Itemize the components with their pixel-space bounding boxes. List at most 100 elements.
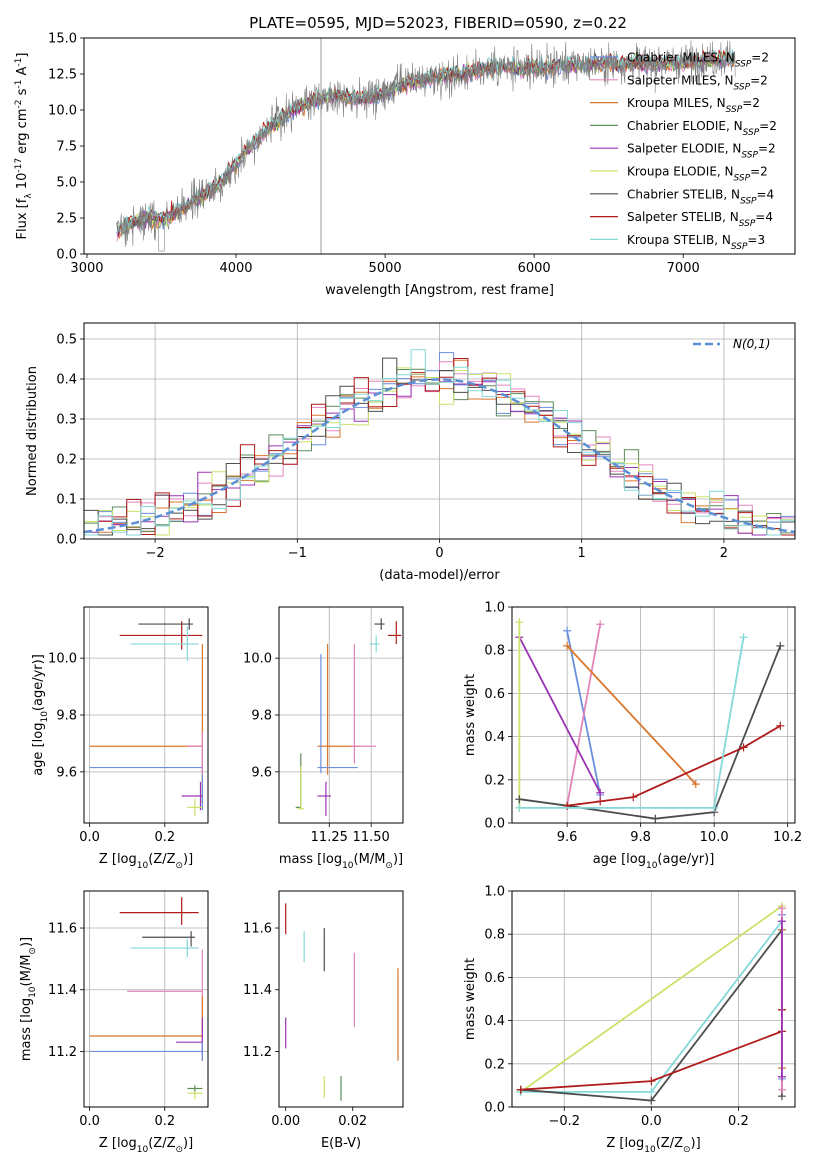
errorbar-point	[295, 753, 302, 808]
line-plot-area	[516, 902, 786, 1105]
y-tick-label: 0.2	[484, 773, 505, 788]
y-tick-label: 10.0	[48, 652, 77, 667]
x-axis-label: E(B-V)	[321, 1136, 361, 1151]
series-marker	[777, 917, 786, 926]
y-tick-label: 11.6	[48, 922, 77, 937]
series-marker	[651, 814, 660, 823]
x-tick-label: 0.0	[79, 830, 100, 845]
y-tick-label: 10.0	[48, 104, 77, 119]
series-marker	[776, 721, 785, 730]
legend-label: Kroupa ELODIE, NSSP=2	[627, 165, 768, 184]
series-line	[566, 624, 602, 806]
series-marker	[777, 1085, 786, 1094]
x-tick-label: −1	[288, 546, 307, 561]
y-tick-label: 0.1	[56, 493, 77, 508]
legend-label: Kroupa MILES, NSSP=2	[627, 96, 760, 115]
panel-mass-vs-Z: 0.0 0.2 11.2 11.4 11.6 Z [log10(Z/Z⊙)] mass [l…	[19, 890, 209, 1155]
series-marker	[516, 1085, 525, 1094]
errorbar-point	[187, 798, 203, 816]
y-tick-label: 0.8	[484, 928, 505, 943]
y-axis-label: mass weight	[463, 674, 478, 756]
series-line	[520, 905, 783, 1093]
panel-residuals: −2 −1 0 1 2 0.0 0.1 0.2 0.3 0.4 0.5 (data-model)/er…	[25, 322, 796, 583]
y-axis-label: mass weight	[463, 958, 478, 1040]
series-marker	[515, 803, 524, 812]
series-line	[518, 636, 601, 794]
legend-label: Chabrier STELIB, NSSP=4	[627, 187, 774, 206]
errorbar-point	[351, 643, 377, 764]
x-tick-label: 9.6	[557, 830, 578, 845]
series-marker	[739, 743, 748, 752]
y-tick-label: 0.5	[56, 333, 77, 348]
errorbar-point	[387, 621, 402, 644]
axes-frame	[511, 606, 796, 824]
errorbar-point	[89, 750, 203, 811]
y-tick-label: 9.8	[56, 709, 77, 724]
y-tick-label: 11.6	[243, 922, 272, 937]
x-tick-label: 4000	[219, 261, 252, 276]
y-tick-label: 11.4	[243, 983, 272, 998]
errorbar-point	[187, 732, 203, 775]
y-tick-label: 0.0	[484, 1101, 505, 1116]
x-tick-label: 0.0	[641, 1114, 662, 1129]
data-spectrum-line	[116, 40, 736, 252]
y-tick-label: 9.8	[251, 709, 272, 724]
x-tick-label: 11.50	[353, 830, 390, 845]
series-marker	[563, 641, 572, 650]
legend-label: Chabrier MILES, NSSP=2	[627, 51, 769, 70]
x-tick-label: −0.2	[548, 1114, 580, 1129]
errorbar-point	[130, 626, 199, 661]
x-tick-label: 9.8	[630, 830, 651, 845]
y-axis-label: Flux [fλ 10-17 erg cm-2 s-1 A-1]	[14, 53, 34, 240]
series-marker	[710, 803, 719, 812]
x-tick-label: 0.2	[154, 1114, 175, 1129]
errorbar-point	[119, 621, 203, 650]
panel-age-vs-Z: 0.0 0.2 9.6 9.8 10.0 Z [log10(Z/Z⊙)] age [log1…	[31, 606, 209, 871]
legend-label: Salpeter ELODIE, NSSP=2	[627, 142, 776, 161]
legend-label: Salpeter STELIB, NSSP=4	[627, 210, 773, 229]
series-marker	[596, 797, 605, 806]
axes-frame	[278, 890, 404, 1108]
x-tick-label: 0.2	[154, 830, 175, 845]
series-marker	[515, 795, 524, 804]
y-tick-label: 0.3	[56, 413, 77, 428]
x-axis-label: mass [log10(M/M⊙)]	[279, 852, 403, 871]
axes-frame	[83, 606, 209, 824]
errorbar-point	[181, 781, 203, 811]
histogram-step	[84, 358, 795, 539]
x-tick-label: −2	[146, 546, 165, 561]
errorbar-plot-area	[89, 897, 203, 1100]
axes-frame	[278, 606, 404, 824]
y-tick-label: 0.2	[56, 453, 77, 468]
x-tick-label: 0.2	[728, 1114, 749, 1129]
histogram-plot-area	[84, 349, 795, 539]
normal-curve	[84, 378, 795, 534]
errorbar-point	[317, 653, 358, 774]
legend-label: Kroupa STELIB, NSSP=3	[627, 233, 765, 252]
errorbar-point	[142, 931, 195, 947]
series-marker	[691, 780, 700, 789]
panel-age-vs-mass: 11.25 11.50 9.6 9.8 10.0 mass [log10(M/M⊙)]	[243, 606, 404, 871]
spectrum-plot-area	[116, 38, 736, 254]
y-tick-label: 15.0	[48, 32, 77, 47]
y-tick-label: 7.5	[56, 140, 77, 155]
y-tick-label: 0.6	[484, 687, 505, 702]
y-tick-label: 2.5	[56, 212, 77, 227]
y-tick-label: 0.4	[484, 730, 505, 745]
y-tick-label: 1.0	[484, 885, 505, 900]
x-tick-label: 0	[435, 546, 443, 561]
series-marker	[777, 904, 786, 913]
errorbar-plot-area	[295, 618, 402, 816]
x-tick-label: 3000	[70, 261, 103, 276]
y-tick-label: 11.4	[48, 983, 77, 998]
series-marker	[776, 641, 785, 650]
series-marker	[596, 620, 605, 629]
legend-label: N(0,1)	[733, 337, 770, 351]
panel-massweight-vs-age: 9.6 9.8 10.0 10.2 0.0 0.2 0.4 0.6 0.8 1.0 age [log…	[463, 601, 802, 872]
y-axis-label: Normed distribution	[25, 366, 40, 496]
x-tick-label: 0.0	[79, 1114, 100, 1129]
errorbar-point	[119, 897, 199, 925]
y-tick-label: 0.2	[484, 1057, 505, 1072]
series-line	[566, 645, 697, 785]
series-marker	[647, 1087, 656, 1096]
